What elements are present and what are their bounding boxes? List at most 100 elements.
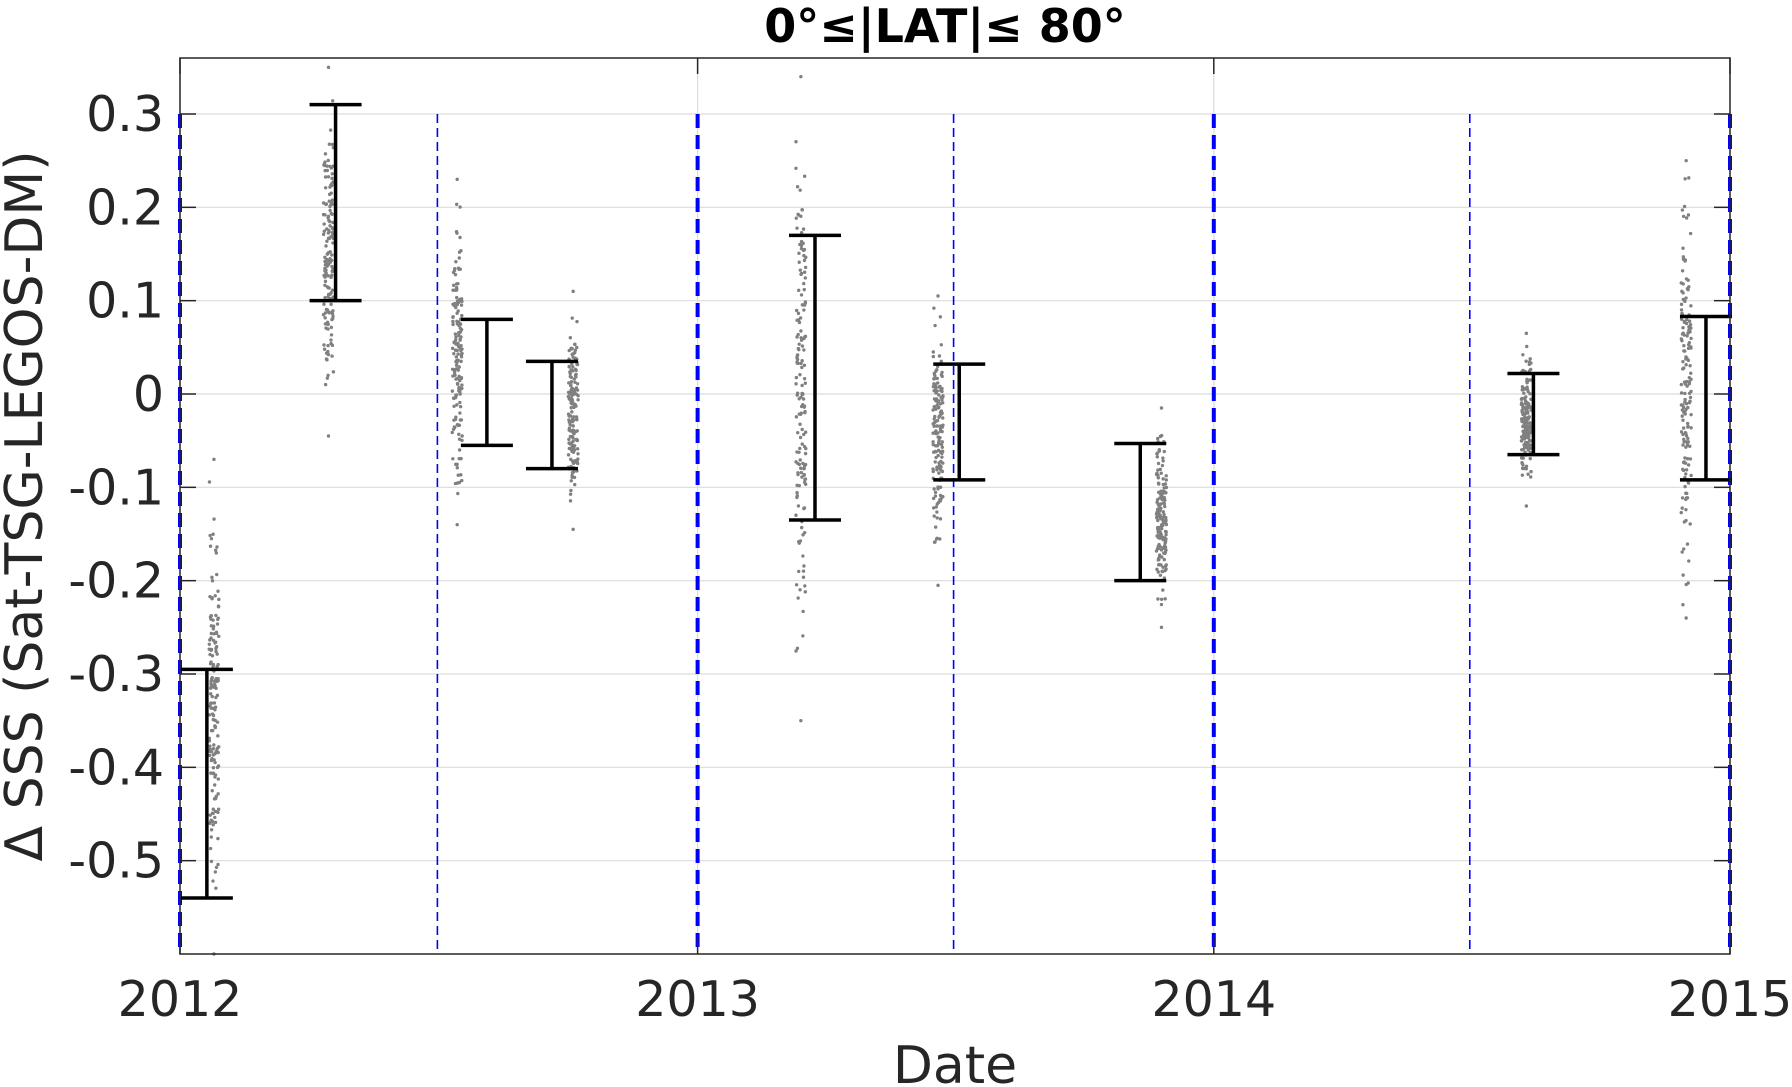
scatter-point xyxy=(1162,557,1166,562)
scatter-point xyxy=(1528,378,1532,382)
scatter-point xyxy=(322,222,326,226)
scatter-point xyxy=(454,377,458,381)
scatter-point xyxy=(1689,371,1693,375)
scatter-point xyxy=(1162,512,1166,517)
y-tick-label: 0 xyxy=(133,366,164,423)
scatter-point xyxy=(455,466,460,470)
scatter-point xyxy=(571,527,575,532)
scatter-point xyxy=(1683,431,1688,435)
scatter-point xyxy=(329,183,333,187)
scatter-point xyxy=(933,323,937,328)
scatter-point xyxy=(795,450,799,454)
scatter-point xyxy=(458,330,462,334)
scatter-point xyxy=(208,686,213,690)
scatter-point xyxy=(216,750,220,755)
scatter-point xyxy=(1162,502,1167,506)
scatter-point xyxy=(209,771,213,775)
scatter-point xyxy=(795,491,799,495)
scatter-point xyxy=(803,335,807,339)
scatter-point xyxy=(326,158,330,163)
scatter-point xyxy=(1680,550,1684,554)
scatter-point xyxy=(573,348,578,352)
scatter-point xyxy=(1683,391,1687,396)
scatter-point xyxy=(450,389,455,393)
scatter-point xyxy=(456,300,460,304)
scatter-point xyxy=(456,491,460,496)
scatter-point xyxy=(936,400,940,404)
scatter-point xyxy=(326,175,331,179)
scatter-point xyxy=(939,459,943,464)
scatter-point xyxy=(1687,559,1691,563)
scatter-point xyxy=(1528,392,1532,396)
scatter-point xyxy=(455,287,459,291)
scatter-point xyxy=(569,479,573,483)
scatter-point xyxy=(326,262,331,267)
scatter-point xyxy=(214,551,219,555)
scatter-point xyxy=(1160,535,1165,539)
scatter-point xyxy=(802,348,806,352)
scatter-point xyxy=(938,493,943,498)
scatter-point xyxy=(1155,516,1159,520)
scatter-point xyxy=(1164,478,1169,482)
scatter-point xyxy=(932,420,937,425)
scatter-point xyxy=(571,369,575,373)
scatter-point xyxy=(215,720,220,724)
scatter-point xyxy=(1520,473,1525,477)
scatter-point xyxy=(575,382,580,386)
scatter-point xyxy=(1686,481,1691,485)
scatter-point xyxy=(932,404,936,409)
scatter-point xyxy=(216,617,220,622)
scatter-point xyxy=(215,693,220,698)
scatter-point xyxy=(452,404,456,408)
scatter-point xyxy=(1682,343,1686,348)
scatter-point xyxy=(939,343,943,347)
scatter-point xyxy=(216,589,220,593)
scatter-point xyxy=(570,420,575,424)
y-tick-label: -0.3 xyxy=(68,646,164,703)
scatter-point xyxy=(459,355,464,359)
scatter-point xyxy=(801,248,806,253)
scatter-point xyxy=(1680,367,1685,371)
scatter-point xyxy=(575,362,579,366)
scatter-point xyxy=(800,303,805,307)
scatter-point xyxy=(795,360,799,364)
scatter-point xyxy=(1523,418,1528,423)
scatter-point xyxy=(1520,408,1524,412)
scatter-point xyxy=(938,537,942,541)
scatter-point xyxy=(215,545,219,549)
scatter-point xyxy=(1684,518,1688,523)
scatter-point xyxy=(213,870,218,874)
scatter-point xyxy=(1686,346,1691,351)
scatter-point xyxy=(794,166,798,170)
scatter-point xyxy=(453,272,458,277)
scatter-point xyxy=(209,536,214,541)
scatter-point xyxy=(325,308,330,312)
scatter-point xyxy=(796,318,801,322)
scatter-point xyxy=(941,401,945,405)
scatter-point xyxy=(931,469,936,474)
scatter-point xyxy=(935,465,940,469)
scatter-point xyxy=(571,443,575,448)
scatter-point xyxy=(323,382,328,387)
scatter-point xyxy=(327,142,332,146)
scatter-point xyxy=(803,451,808,456)
scatter-point xyxy=(1529,475,1533,479)
scatter-point xyxy=(1684,433,1689,438)
scatter-point xyxy=(1679,302,1684,307)
scatter-point xyxy=(330,99,335,103)
scatter-point xyxy=(1161,523,1165,528)
scatter-point xyxy=(802,472,806,477)
scatter-point xyxy=(940,429,944,434)
scatter-point xyxy=(457,432,461,436)
scatter-point xyxy=(1679,281,1683,285)
scatter-point xyxy=(331,232,335,237)
scatter-point xyxy=(803,584,807,588)
scatter-point xyxy=(211,747,216,751)
scatter-point xyxy=(799,336,803,340)
scatter-point xyxy=(1681,547,1686,551)
scatter-point xyxy=(1160,497,1164,502)
scatter-point xyxy=(1525,344,1529,349)
scatter-point xyxy=(1680,208,1685,212)
y-tick-label: -0.5 xyxy=(68,833,164,890)
